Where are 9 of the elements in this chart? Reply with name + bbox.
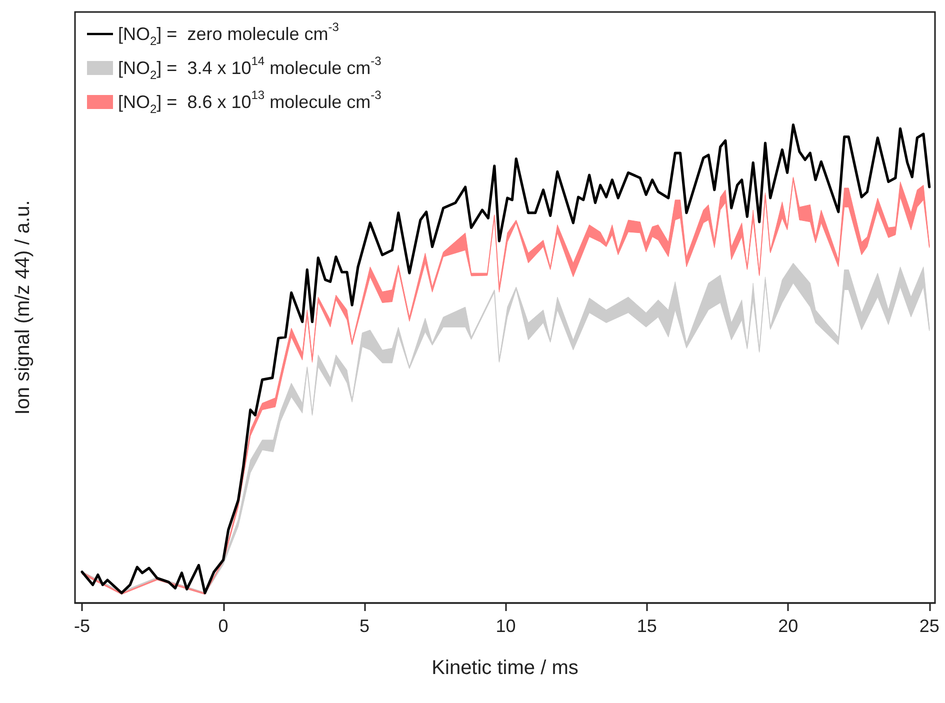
x-tick-label: -5 (74, 616, 90, 636)
x-tick-label: 5 (359, 616, 370, 636)
x-tick-label: 0 (218, 616, 228, 636)
y-axis-title: Ion signal (m/z 44) / a.u. (12, 200, 34, 415)
x-tick-label: 10 (496, 616, 516, 636)
x-tick-label: 25 (919, 616, 940, 636)
x-tick-label: 15 (636, 616, 657, 636)
x-axis-title: Kinetic time / ms (432, 657, 578, 679)
x-tick-label: 20 (778, 616, 798, 636)
